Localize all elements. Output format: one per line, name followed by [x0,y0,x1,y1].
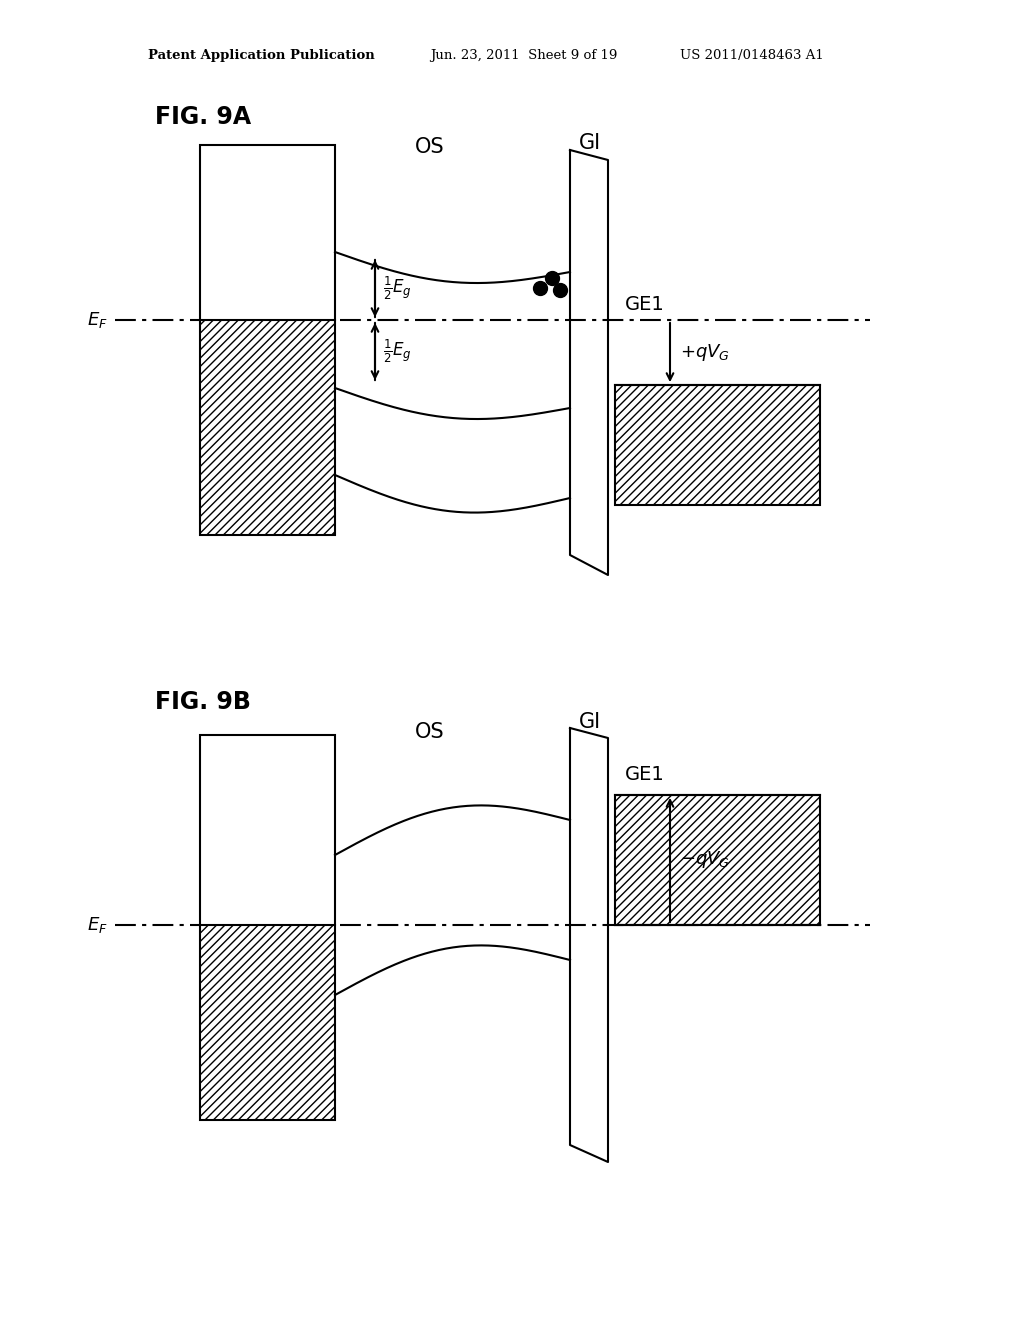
Bar [615,795,820,925]
Bar [200,735,335,1119]
Text: $\frac{1}{2}E_g$: $\frac{1}{2}E_g$ [383,275,412,302]
Text: FIG. 9A: FIG. 9A [155,106,251,129]
Text: $E_F$: $E_F$ [87,915,108,935]
Text: $+qV_G$: $+qV_G$ [680,342,730,363]
Text: GI: GI [579,711,601,733]
Text: $\frac{1}{2}E_g$: $\frac{1}{2}E_g$ [383,338,412,366]
Text: Patent Application Publication: Patent Application Publication [148,49,375,62]
Text: $-qV_G$: $-qV_G$ [680,850,730,870]
Text: FIG. 9B: FIG. 9B [155,690,251,714]
Bar [200,925,335,1119]
Bar [615,385,820,506]
Bar [200,145,335,535]
Text: Jun. 23, 2011  Sheet 9 of 19: Jun. 23, 2011 Sheet 9 of 19 [430,49,617,62]
Text: OS: OS [415,722,444,742]
Text: GE1: GE1 [625,296,665,314]
Text: $E_F$: $E_F$ [87,310,108,330]
Text: US 2011/0148463 A1: US 2011/0148463 A1 [680,49,823,62]
Text: GI: GI [579,133,601,153]
Bar [200,319,335,535]
Text: GE1: GE1 [625,766,665,784]
Text: OS: OS [415,137,444,157]
